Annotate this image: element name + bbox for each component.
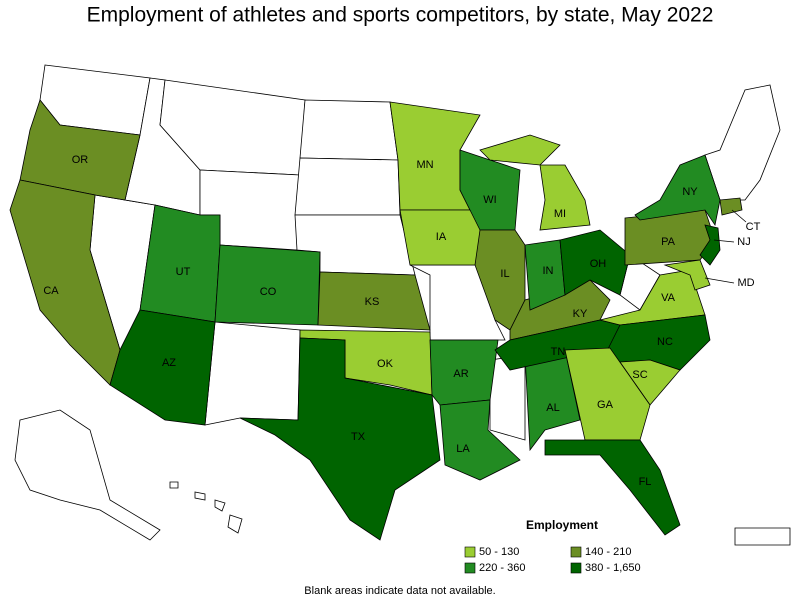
state-shape [704,84,781,201]
state-label: OK [377,358,394,370]
state-label: OH [590,258,607,270]
state-label: KY [573,308,588,320]
state-label: OR [72,154,89,166]
legend-swatch [464,546,476,558]
state-shape [439,399,521,481]
state-label: CA [43,285,59,297]
state-shape [19,99,141,201]
state-label: VA [661,292,676,304]
state-shape [299,99,399,161]
legend-label: 380 - 1,650 [585,562,641,574]
alaska [14,409,161,541]
blank-states [14,64,791,546]
state-label: TN [551,346,566,358]
state-label: CO [260,286,277,298]
state-shape [544,439,681,536]
state-label: IN [543,265,554,277]
state-shape [294,157,401,216]
state-shape [663,259,711,291]
state-label: CT [746,221,761,233]
legend-label: 50 - 130 [479,546,519,558]
state-shape [204,321,301,426]
legend-swatch [570,546,582,558]
state-shape [559,229,631,296]
state-shape [239,337,441,541]
data-states [9,99,743,541]
state-label: TX [351,431,366,443]
state-label: WI [483,194,496,206]
puerto-rico [734,527,791,546]
state-shape [564,347,651,441]
legend-label: 140 - 210 [585,546,631,558]
state-label: NJ [737,236,750,248]
state-label: FL [639,476,652,488]
leader-line [713,239,735,243]
state-label: IL [500,268,509,280]
state-shape [634,154,721,227]
footnote: Blank areas indicate data not available. [304,585,495,597]
state-label: AL [546,402,559,414]
state-label: GA [597,399,614,411]
state-label: PA [661,236,676,248]
leader-line [704,277,735,284]
legend-label: 220 - 360 [479,562,525,574]
state-label: UT [176,266,191,278]
state-label: MI [554,208,566,220]
hawaii [169,481,243,534]
state-label: NC [657,336,673,348]
title: Employment of athletes and sports compet… [87,4,714,27]
state-shape [317,271,431,331]
state-label: NY [682,186,698,198]
legend-title: Employment [526,518,598,532]
state-label: AR [453,368,468,380]
state-shape [719,197,743,216]
leader-line [731,209,747,223]
state-label: LA [456,443,470,455]
legend-swatch [570,562,582,574]
state-shape [699,224,721,266]
state-label: AZ [162,357,176,369]
state-label: MN [416,159,433,171]
state-label: SC [632,369,647,381]
legend-swatch [464,562,476,574]
state-label: MD [737,277,754,289]
state-labels: OR CA UT CO AZ KS OK TX MN IA WI MI IL A… [43,154,760,488]
state-shape [109,309,216,426]
legend: Employment 50 - 130 140 - 210 220 - 360 … [464,518,641,574]
state-label: IA [436,231,447,243]
state-shape [479,134,591,231]
state-label: KS [365,296,380,308]
